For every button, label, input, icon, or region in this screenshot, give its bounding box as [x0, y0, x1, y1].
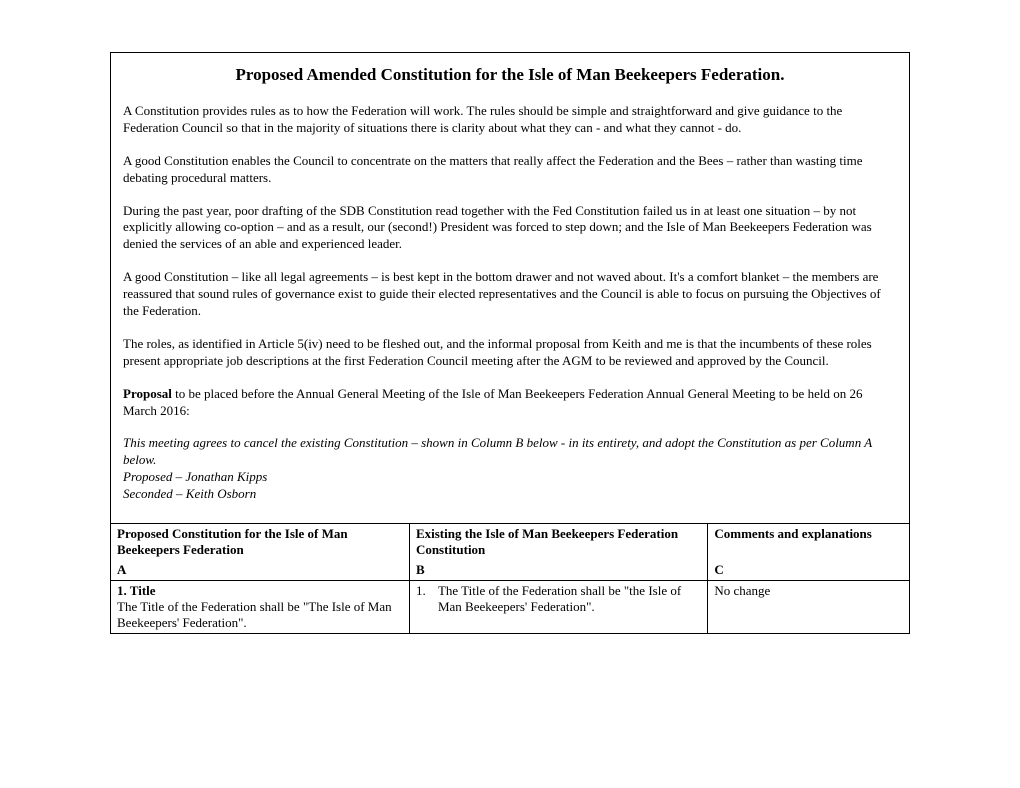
- proposal-paragraph: Proposal to be placed before the Annual …: [123, 386, 897, 420]
- cell-c: No change: [708, 581, 909, 634]
- cell-b-body: The Title of the Federation shall be "th…: [434, 583, 701, 615]
- intro-paragraph-4: A good Constitution – like all legal agr…: [123, 269, 897, 320]
- intro-paragraph-5: The roles, as identified in Article 5(iv…: [123, 336, 897, 370]
- cell-a-title: 1. Title The Title of the Federation sha…: [111, 581, 409, 634]
- motion-block: This meeting agrees to cancel the existi…: [123, 435, 897, 503]
- table-row: 1. Title The Title of the Federation sha…: [111, 581, 909, 634]
- cell-a-body: The Title of the Federation shall be "Th…: [117, 599, 392, 630]
- column-a-letter: A: [111, 560, 409, 581]
- intro-paragraph-2: A good Constitution enables the Council …: [123, 153, 897, 187]
- intro-paragraph-3: During the past year, poor drafting of t…: [123, 203, 897, 254]
- table-letter-row: A B C: [111, 560, 909, 581]
- document-title: Proposed Amended Constitution for the Is…: [123, 65, 897, 85]
- column-c-header: Comments and explanations: [708, 524, 909, 561]
- seconded-by: Seconded – Keith Osborn: [123, 486, 256, 501]
- column-b-header: Existing the Isle of Man Beekeepers Fede…: [409, 524, 707, 561]
- column-c-letter: C: [708, 560, 909, 581]
- cell-b-number: 1.: [416, 583, 434, 615]
- intro-paragraph-1: A Constitution provides rules as to how …: [123, 103, 897, 137]
- proposal-text: to be placed before the Annual General M…: [123, 386, 862, 418]
- document-inner: Proposed Amended Constitution for the Is…: [111, 53, 909, 503]
- column-b-letter: B: [409, 560, 707, 581]
- comparison-table: Proposed Constitution for the Isle of Ma…: [111, 523, 909, 633]
- row-section-title: 1. Title: [117, 583, 156, 598]
- proposal-label: Proposal: [123, 386, 172, 401]
- table-header-row: Proposed Constitution for the Isle of Ma…: [111, 524, 909, 561]
- page: Proposed Amended Constitution for the Is…: [0, 0, 1020, 654]
- motion-text: This meeting agrees to cancel the existi…: [123, 435, 872, 467]
- proposed-by: Proposed – Jonathan Kipps: [123, 469, 267, 484]
- cell-b: 1. The Title of the Federation shall be …: [409, 581, 707, 634]
- document-border: Proposed Amended Constitution for the Is…: [110, 52, 910, 634]
- column-a-header: Proposed Constitution for the Isle of Ma…: [111, 524, 409, 561]
